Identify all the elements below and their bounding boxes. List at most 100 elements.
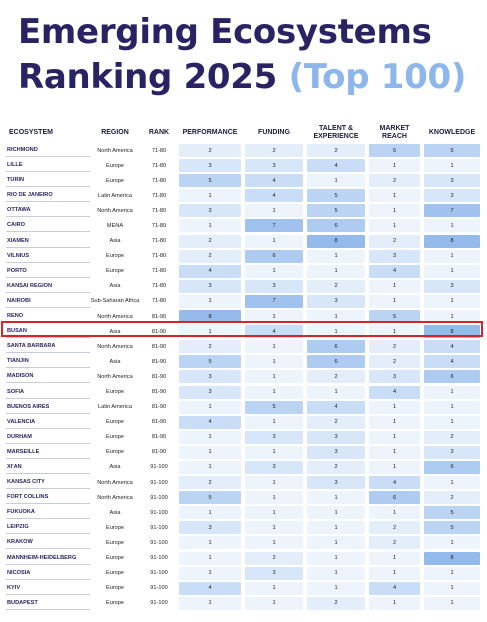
cell-kno: 1 xyxy=(424,536,480,550)
cell-fund: 1 xyxy=(245,204,303,218)
cell-fund: 1 xyxy=(245,355,303,369)
cell-perf: 1 xyxy=(179,325,241,339)
cell-eco: KANSAS CITY xyxy=(6,476,90,490)
cell-tal: 8 xyxy=(307,234,365,248)
cell-mkt: 1 xyxy=(369,506,420,520)
cell-rank: 71-80 xyxy=(151,238,167,245)
cell-region: North America xyxy=(97,147,133,154)
cell-mkt: 1 xyxy=(369,596,420,610)
cell-eco: NAIROBI xyxy=(6,295,90,308)
cell-rank: 91-100 xyxy=(150,539,168,546)
cell-tal: 6 xyxy=(307,219,365,233)
header-knowledge: KNOWLEDGE xyxy=(428,128,476,136)
cell-perf: 1 xyxy=(179,189,241,203)
cell-tal: 2 xyxy=(307,370,365,384)
cell-rank: 81-90 xyxy=(151,404,167,411)
cell-rank: 91-100 xyxy=(150,585,168,592)
cell-perf: 4 xyxy=(179,264,241,278)
cell-fund: 1 xyxy=(245,581,303,595)
cell-fund: 4 xyxy=(245,325,303,339)
cell-eco: KANSAI REGION xyxy=(6,280,90,293)
cell-region: North America xyxy=(97,343,133,350)
cell-region: North America xyxy=(97,494,133,501)
cell-perf: 5 xyxy=(179,355,241,369)
cell-mkt: 1 xyxy=(369,551,420,565)
cell-rank: 71-80 xyxy=(151,207,167,214)
cell-tal: 3 xyxy=(307,476,365,490)
cell-fund: 4 xyxy=(245,189,303,203)
cell-region: Europe xyxy=(105,389,125,395)
cell-rank: 81-90 xyxy=(151,373,167,380)
cell-perf: 5 xyxy=(179,174,241,188)
cell-perf: 3 xyxy=(179,385,241,399)
cell-tal: 1 xyxy=(307,491,365,505)
cell-kno: 2 xyxy=(424,430,480,444)
cell-tal: 1 xyxy=(307,264,365,278)
cell-mkt: 2 xyxy=(369,355,420,369)
table-row: NAIROBI Sub-Saharan Africa 71-80 1 7 3 1 1 xyxy=(4,294,482,309)
cell-tal: 3 xyxy=(307,294,365,308)
cell-rank: 81-90 xyxy=(151,358,167,365)
table-row: TURIN Europe 71-80 5 4 1 2 3 xyxy=(4,173,482,188)
cell-rank: 71-80 xyxy=(151,283,167,290)
cell-rank: 71-80 xyxy=(151,177,167,184)
cell-region: Asia xyxy=(109,509,121,516)
cell-fund: 4 xyxy=(245,174,303,188)
cell-tal: 4 xyxy=(307,159,365,173)
cell-kno: 1 xyxy=(424,581,480,595)
cell-eco: LEIPZIG xyxy=(6,521,90,535)
cell-kno: 1 xyxy=(424,476,480,490)
cell-region: Europe xyxy=(105,539,125,546)
header-talent: TALENT & EXPERIENCE xyxy=(313,124,359,140)
cell-tal: 3 xyxy=(307,430,365,444)
cell-eco: RENO xyxy=(6,310,90,324)
cell-kno: 1 xyxy=(424,566,480,580)
header-region: REGION xyxy=(101,128,129,136)
cell-fund: 7 xyxy=(245,219,303,233)
cell-region: Europe xyxy=(105,434,125,441)
cell-tal: 1 xyxy=(307,174,365,188)
cell-eco: KYIV xyxy=(6,582,90,595)
cell-region: Latin America xyxy=(98,404,132,411)
cell-rank: 81-90 xyxy=(151,434,167,441)
cell-eco: DURHAM xyxy=(6,431,90,444)
cell-rank: 81-90 xyxy=(151,343,167,350)
cell-rank: 71-80 xyxy=(151,222,167,229)
cell-fund: 1 xyxy=(245,476,303,490)
cell-tal: 1 xyxy=(307,536,365,550)
cell-perf: 2 xyxy=(179,144,241,157)
cell-tal: 5 xyxy=(307,189,365,203)
cell-rank: 71-80 xyxy=(151,253,167,260)
cell-perf: 4 xyxy=(179,415,241,429)
cell-fund: 1 xyxy=(245,385,303,399)
cell-mkt: 1 xyxy=(369,400,420,414)
cell-kno: 3 xyxy=(424,445,480,459)
table-row: XIAMEN Asia 71-80 2 1 8 2 8 xyxy=(4,234,482,249)
cell-eco: VALENCIA xyxy=(6,416,90,429)
table-row: XI'AN Asia 91-100 1 3 2 1 6 xyxy=(4,460,482,475)
cell-fund: 3 xyxy=(245,460,303,474)
cell-kno: 5 xyxy=(424,506,480,520)
cell-kno: 6 xyxy=(424,370,480,384)
table-row: RIO DE JANEIRO Latin America 71-80 1 4 5 1 3 xyxy=(4,188,482,203)
cell-kno: 1 xyxy=(424,400,480,414)
cell-mkt: 4 xyxy=(369,476,420,490)
cell-perf: 1 xyxy=(179,219,241,233)
cell-kno: 4 xyxy=(424,340,480,354)
cell-region: Europe xyxy=(105,419,125,426)
table-row: KYIV Europe 91-100 4 1 1 4 1 xyxy=(4,581,482,596)
cell-region: North America xyxy=(97,313,133,320)
cell-tal: 6 xyxy=(307,355,365,369)
table-row: BUSAN Asia 81-90 1 4 1 1 8 xyxy=(4,324,482,339)
cell-region: Asia xyxy=(109,464,121,471)
cell-fund: 3 xyxy=(245,430,303,444)
cell-kno: 2 xyxy=(424,491,480,505)
cell-perf: 1 xyxy=(179,536,241,550)
table-row: CAIRO MENA 71-80 1 7 6 1 1 xyxy=(4,218,482,233)
cell-rank: 81-90 xyxy=(151,313,167,320)
cell-eco: FORT COLLINS xyxy=(6,491,90,505)
cell-mkt: 1 xyxy=(369,219,420,233)
cell-tal: 2 xyxy=(307,144,365,157)
cell-perf: 1 xyxy=(179,551,241,565)
cell-eco: SOFIA xyxy=(6,386,90,399)
